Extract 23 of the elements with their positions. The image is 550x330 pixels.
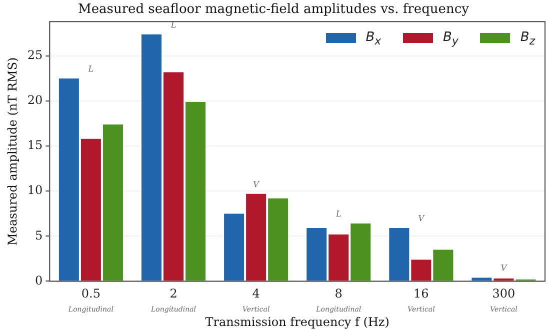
- legend-label: B$_{x}$: [366, 30, 382, 48]
- x-tick-label: 2: [170, 286, 178, 301]
- x-tick-label: 0.5: [81, 286, 100, 301]
- y-axis-title: Measured amplitude (nT RMS): [5, 57, 20, 246]
- annotation: V: [500, 264, 508, 273]
- x-tick-label: 8: [334, 286, 342, 301]
- chart-title: Measured seafloor magnetic-field amplitudes vs. frequency: [78, 2, 470, 18]
- x-tick-label: 16: [414, 286, 429, 301]
- y-tick-label: 0: [35, 273, 43, 288]
- y-tick-label: 15: [27, 138, 43, 152]
- x-axis-title: Transmission frequency f (Hz): [205, 314, 390, 329]
- y-tick-label: 25: [27, 48, 43, 62]
- legend-label: B$_{z}$: [520, 30, 535, 48]
- annotation: L: [87, 64, 94, 74]
- y-tick-label: 10: [27, 183, 43, 198]
- annotation: V: [418, 214, 426, 224]
- y-tick-label: 20: [27, 93, 43, 108]
- annotation: L: [334, 210, 342, 219]
- y-tick-label: 5: [35, 228, 43, 242]
- legend-label: B$_{y}$: [443, 30, 458, 48]
- annotation: V: [253, 180, 260, 189]
- x-tick-label: 300: [492, 286, 516, 301]
- x-tick-label: 4: [252, 286, 260, 301]
